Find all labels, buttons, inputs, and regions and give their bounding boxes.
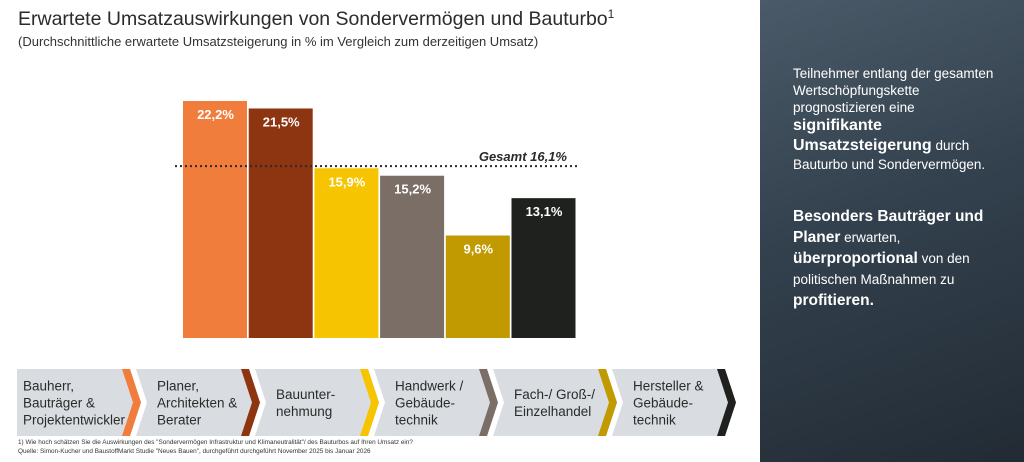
category-box-3: [255, 369, 379, 436]
category-box-6: [612, 369, 736, 436]
category-chevron-1: [122, 369, 141, 436]
category-label-2-line-2: Architekten &: [157, 396, 237, 411]
insight-1-outro: durch Bauturbo und Sondervermögen.: [793, 138, 986, 172]
category-label-3-line-2: nehmung: [276, 404, 332, 419]
bar-2: [248, 108, 313, 338]
category-chevron-5: [598, 369, 617, 436]
bar-3: [314, 168, 379, 338]
insight-2-highlight-1: Besonders Bauträger und Planer: [793, 208, 984, 246]
category-label-4-line-3: technik: [395, 413, 438, 428]
category-box-4: [374, 369, 498, 436]
category-label-1-line-1: Bauherr,: [23, 379, 74, 394]
bar-1: [183, 101, 247, 338]
category-chevron-2: [241, 369, 260, 436]
bar-6: [511, 198, 576, 338]
category-box-2: [136, 369, 260, 436]
data-label-6: 13,1%: [526, 204, 563, 219]
category-label-2-line-3: Berater: [157, 413, 202, 428]
category-chevron-4: [479, 369, 498, 436]
category-label-6-line-3: technik: [633, 413, 676, 428]
category-label-4-line-1: Handwerk /: [395, 379, 464, 394]
category-chevron-3: [360, 369, 379, 436]
footnote: 1) Wie hoch schätzen Sie die Auswirkunge…: [18, 439, 413, 456]
chart-title-text: Erwartete Umsatzauswirkungen von Sonderv…: [18, 8, 608, 30]
insight-2-highlight-2: überproportional: [793, 250, 918, 267]
bar-5: [445, 235, 510, 338]
insight-paragraph-2: Besonders Bauträger und Planer erwarten,…: [793, 206, 1008, 311]
data-label-1: 22,2%: [197, 107, 234, 122]
category-label-5-line-1: Fach-/ Groß-/: [514, 387, 595, 402]
category-box-1: [17, 369, 141, 436]
insight-2-text-1: erwarten,: [844, 230, 901, 245]
category-chevron-6: [717, 369, 736, 436]
insight-paragraph-1: Teilnehmer entlang der gesamten Wertschö…: [793, 65, 1008, 173]
insight-2-highlight-3: profitieren.: [793, 292, 874, 309]
category-label-5-line-2: Einzelhandel: [514, 404, 591, 419]
reference-line-label: Gesamt 16,1%: [479, 149, 568, 164]
data-label-2: 21,5%: [263, 114, 300, 129]
bar-chart: Gesamt 16,1% 22,2% 21,5% 15,9% 15,2% 9,6% 13,1…: [17, 101, 736, 436]
chart-subtitle: (Durchschnittliche erwartete Umsatzsteig…: [18, 34, 539, 49]
bar-4: [380, 175, 445, 338]
category-box-5: [493, 369, 617, 436]
data-label-3: 15,9%: [328, 174, 365, 189]
footnote-question: 1) Wie hoch schätzen Sie die Auswirkunge…: [18, 439, 413, 446]
category-label-2-line-1: Planer,: [157, 379, 199, 394]
data-label-5: 9,6%: [463, 242, 493, 257]
category-label-1-line-3: Projektentwickler: [23, 413, 126, 428]
insight-1-highlight: signifikante Umsatzsteigerung: [793, 117, 932, 154]
insight-2-text-2: von den politischen Maßnahmen zu: [793, 251, 970, 287]
category-label-6-line-1: Hersteller &: [633, 379, 704, 394]
category-label-6-line-2: Gebäude-: [633, 396, 693, 411]
data-label-4: 15,2%: [394, 182, 431, 197]
insight-1-intro: Teilnehmer entlang der gesamten Wertschö…: [793, 66, 994, 115]
footnote-source: Quelle: Simon-Kucher und BaustoffMarkt S…: [18, 447, 371, 455]
category-label-3-line-1: Bauunter-: [276, 387, 335, 402]
chart-title: Erwartete Umsatzauswirkungen von Sonderv…: [18, 7, 615, 31]
category-label-4-line-2: Gebäude-: [395, 396, 455, 411]
category-label-1-line-2: Bauträger &: [23, 396, 95, 411]
title-footnote-mark: 1: [607, 7, 615, 21]
insight-panel: Teilnehmer entlang der gesamten Wertschö…: [760, 0, 1024, 462]
